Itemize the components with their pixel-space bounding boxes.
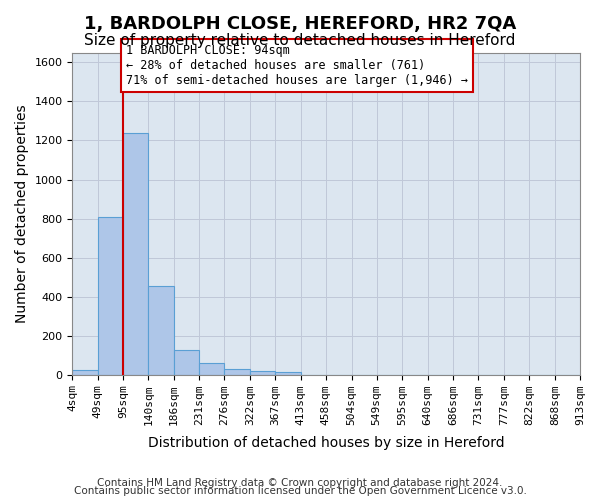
Text: 1 BARDOLPH CLOSE: 94sqm
← 28% of detached houses are smaller (761)
71% of semi-d: 1 BARDOLPH CLOSE: 94sqm ← 28% of detache… (126, 44, 468, 87)
Bar (174, 350, 199, 374)
Bar (224, 370, 250, 374)
Bar (98, 216, 123, 374)
Bar (275, 372, 301, 374)
Bar (73, 370, 98, 374)
Bar (148, 286, 174, 374)
Text: 1, BARDOLPH CLOSE, HEREFORD, HR2 7QA: 1, BARDOLPH CLOSE, HEREFORD, HR2 7QA (84, 15, 516, 33)
Text: Contains public sector information licensed under the Open Government Licence v3: Contains public sector information licen… (74, 486, 526, 496)
X-axis label: Distribution of detached houses by size in Hereford: Distribution of detached houses by size … (148, 436, 505, 450)
Y-axis label: Number of detached properties: Number of detached properties (15, 104, 29, 323)
Bar (199, 364, 224, 374)
Text: Contains HM Land Registry data © Crown copyright and database right 2024.: Contains HM Land Registry data © Crown c… (97, 478, 503, 488)
Bar (250, 372, 275, 374)
Bar (123, 132, 148, 374)
Text: Size of property relative to detached houses in Hereford: Size of property relative to detached ho… (85, 32, 515, 48)
